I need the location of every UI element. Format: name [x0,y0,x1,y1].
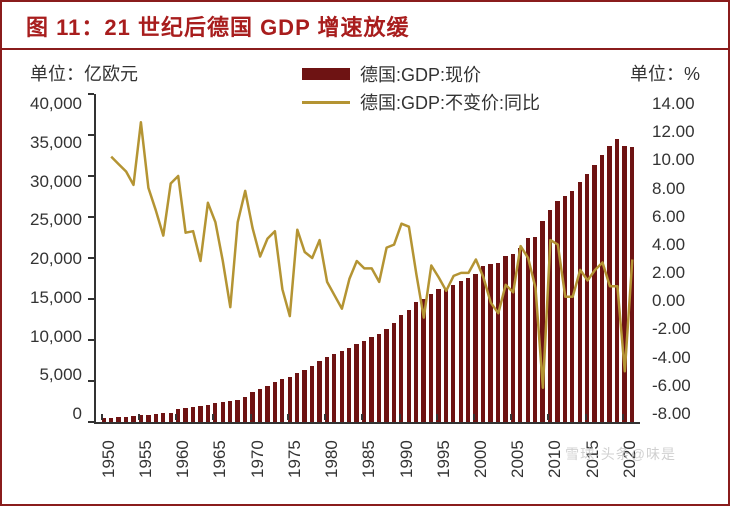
figure-title: 图 11：21 世纪后德国 GDP 增速放缓 [26,15,409,40]
y-right-tick-label: 6.00 [652,207,728,227]
y-left-tick [88,421,94,423]
y-left-tick-label: 25,000 [2,210,82,230]
y-left-tick-label: 10,000 [2,327,82,347]
x-tick [622,414,624,420]
y-left-tick-label: 30,000 [2,172,82,192]
y-right-tick-label: -4.00 [652,348,728,368]
x-tick-label: 1965 [210,440,230,478]
y-right-axis-labels: 14.00 12.00 10.00 8.00 6.00 4.00 2.00 0.00 -2.00… [646,94,728,424]
x-tick [436,414,438,420]
x-tick [547,414,549,420]
line-series [96,94,640,422]
y-left-tick [88,93,94,95]
x-tick-label: 2005 [508,440,528,478]
y-right-tick-label: 12.00 [652,122,728,142]
y-right-tick-label: -8.00 [652,404,728,424]
x-tick [250,414,252,420]
y-left-tick [88,257,94,259]
x-tick [175,414,177,420]
y-right-tick-label: 14.00 [652,94,728,114]
plot-area [94,94,640,424]
title-bar: 图 11：21 世纪后德国 GDP 增速放缓 [2,2,728,50]
x-tick-label: 2010 [545,440,565,478]
y-left-tick-label: 0 [2,404,82,424]
x-tick-label: 1960 [173,440,193,478]
y-left-tick [88,175,94,177]
x-tick [138,414,140,420]
x-tick [324,414,326,420]
y-right-tick-label: 10.00 [652,150,728,170]
x-axis-labels: 1950 1955 1960 1965 1970 1975 1980 1985 1990 1995… [94,430,640,494]
growth-line [111,122,632,387]
x-tick [399,414,401,420]
x-tick-label: 1985 [359,440,379,478]
legend-item-bar: 德国:GDP:现价 [302,60,540,88]
x-tick [361,414,363,420]
y-left-axis-labels: 40,000 35,000 30,000 25,000 20,000 15,000 10,0… [2,94,88,424]
y-left-tick-label: 5,000 [2,365,82,385]
x-tick-label: 1970 [248,440,268,478]
y-right-tick-label: 2.00 [652,263,728,283]
x-tick [510,414,512,420]
x-tick [473,414,475,420]
y-left-tick [88,339,94,341]
y-right-tick-label: -2.00 [652,319,728,339]
y-left-tick-label: 20,000 [2,249,82,269]
y-left-tick [88,216,94,218]
x-tick [287,414,289,420]
y-left-unit: 单位：亿欧元 [30,60,138,86]
y-left-tick [88,380,94,382]
y-right-tick-label: 4.00 [652,235,728,255]
x-tick-label: 1975 [285,440,305,478]
x-tick-label: 1950 [99,440,119,478]
x-tick-label: 2000 [471,440,491,478]
y-right-unit: 单位：% [630,60,700,86]
x-tick-label: 1995 [434,440,454,478]
y-right-tick-label: -6.00 [652,376,728,396]
x-tick-label: 1980 [322,440,342,478]
x-tick [585,414,587,420]
x-tick-label: 1955 [136,440,156,478]
figure-frame: 图 11：21 世纪后德国 GDP 增速放缓 单位：亿欧元 单位：% 德国:GD… [0,0,730,506]
legend-bar-swatch [302,68,350,80]
x-tick-label: 1990 [397,440,417,478]
legend-bar-label: 德国:GDP:现价 [360,61,481,87]
y-left-tick-label: 15,000 [2,288,82,308]
y-left-tick [88,134,94,136]
y-left-tick-label: 40,000 [2,94,82,114]
y-left-tick-label: 35,000 [2,133,82,153]
x-tick [212,414,214,420]
y-left-tick [88,298,94,300]
y-right-tick-label: 0.00 [652,291,728,311]
x-tick [101,414,103,420]
watermark: 雪球·头条@味是 [565,444,676,464]
y-right-tick-label: 8.00 [652,179,728,199]
